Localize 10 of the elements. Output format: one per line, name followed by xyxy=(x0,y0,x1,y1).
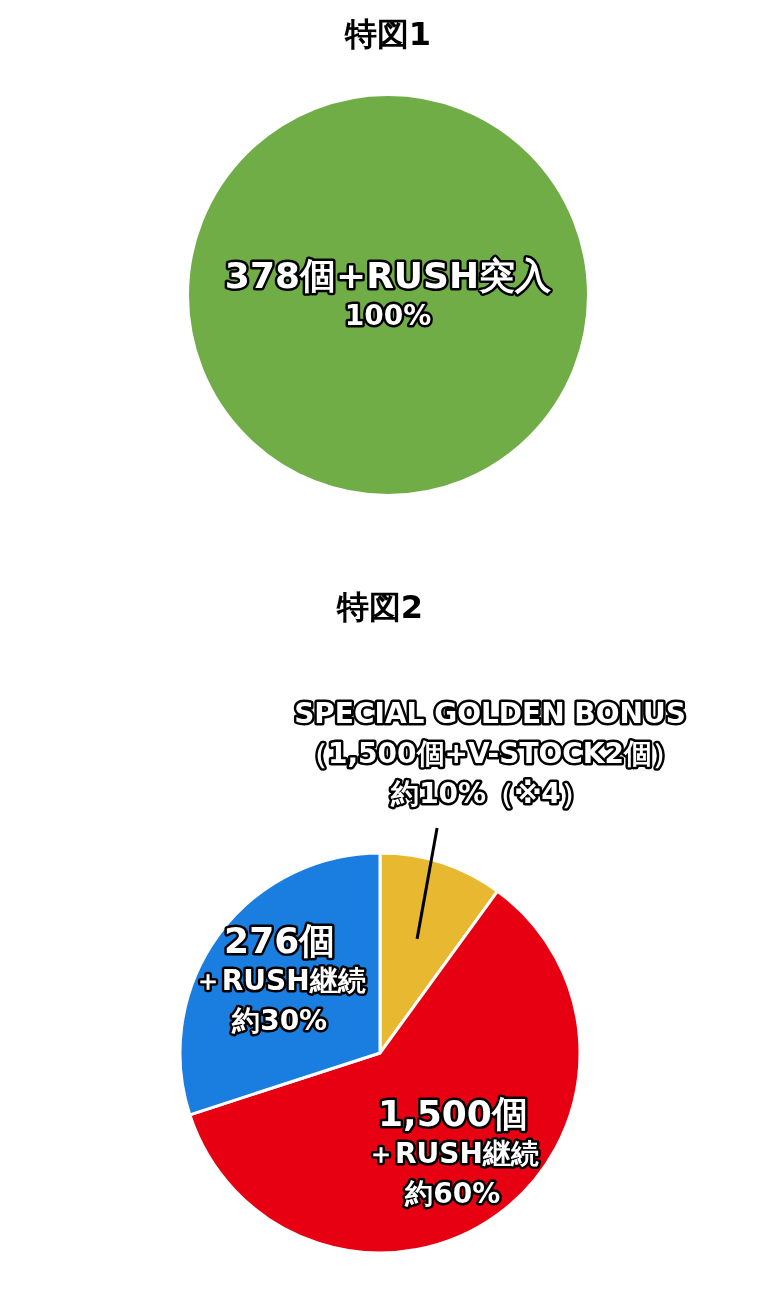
chart-title: 特図2 xyxy=(335,588,424,626)
data-label: 約30% xyxy=(231,1003,328,1037)
slice-label: SPECIAL GOLDEN BONUS（1,500個+V-STOCK2個） xyxy=(294,696,686,770)
data-label: 100% xyxy=(344,298,432,332)
slice-label: 378個+RUSH突入 xyxy=(224,254,553,296)
data-label: 約60% xyxy=(404,1176,501,1210)
chart-title: 特図1 xyxy=(343,15,432,53)
data-label: 約10%（※4） xyxy=(390,776,589,810)
slice-label: 1,500個＋RUSH継続 xyxy=(366,1092,539,1170)
slice-label: 276個＋RUSH継続 xyxy=(193,919,366,997)
